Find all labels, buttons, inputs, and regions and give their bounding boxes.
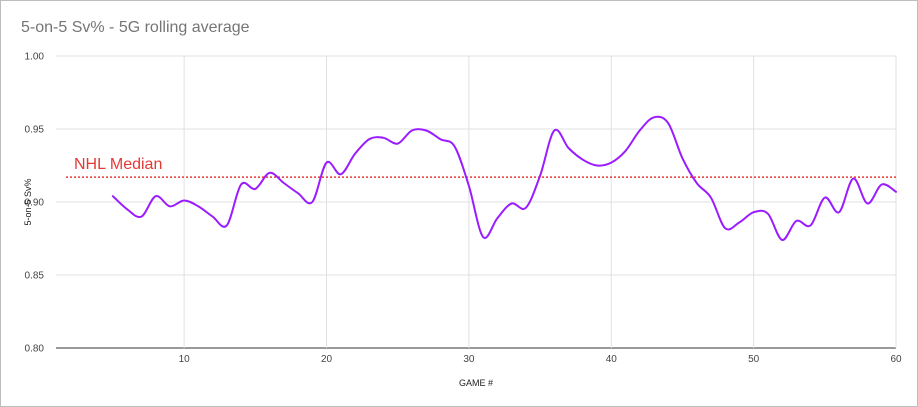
x-tick-label: 60 [890,354,902,365]
y-axis-label: 5-on-5 Sv% [23,178,33,225]
chart-title: 5-on-5 Sv% - 5G rolling average [21,19,250,36]
y-tick-label: 1.00 [25,52,45,63]
x-axis-label: GAME # [459,378,493,388]
series-group [111,115,897,241]
gridlines [56,55,897,349]
x-tick-label: 20 [321,354,333,365]
median-annotation: NHL Median [74,156,162,173]
x-tick-label: 10 [179,354,191,365]
x-axis-ticks: 10 20 30 40 50 60 [179,354,902,365]
series-line [111,115,897,241]
y-tick-label: 0.90 [25,198,45,209]
y-tick-label: 0.80 [25,344,45,355]
x-tick-label: 30 [463,354,475,365]
reference-lines: NHL Median [66,156,896,178]
y-tick-label: 0.85 [25,271,45,282]
y-axis-ticks: 0.80 0.85 0.90 0.95 1.00 [25,52,45,355]
x-tick-label: 50 [748,354,760,365]
y-tick-label: 0.95 [25,125,45,136]
x-tick-label: 40 [606,354,618,365]
